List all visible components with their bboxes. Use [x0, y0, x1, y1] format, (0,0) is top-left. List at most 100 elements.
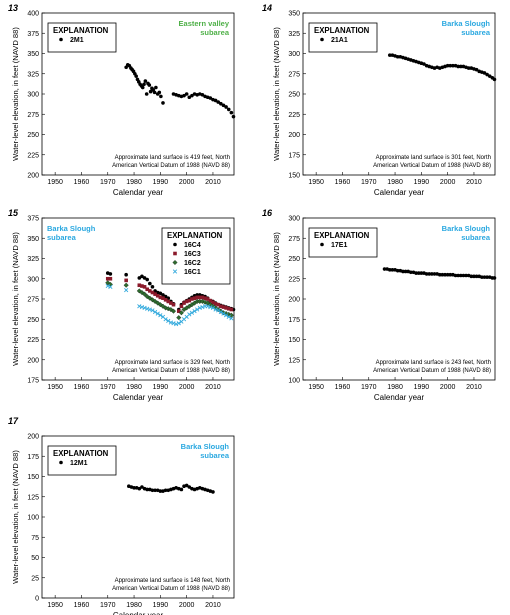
data-point: [145, 487, 150, 492]
y-tick-label: 150: [288, 337, 300, 344]
y-axis-label: Water-level elevation, in feet (NAVD 88): [272, 27, 281, 161]
legend-label: 16C4: [184, 242, 201, 249]
legend-marker: [59, 37, 63, 42]
panel-number: 13: [8, 3, 18, 13]
data-point: [137, 486, 142, 491]
data-point: [224, 306, 228, 310]
data-point: [136, 288, 142, 294]
data-point: [492, 77, 497, 82]
y-tick-label: 200: [27, 434, 39, 441]
data-point: [144, 294, 150, 300]
data-point: [419, 271, 424, 275]
y-tick-label: 400: [27, 11, 39, 18]
y-tick-label: 300: [288, 216, 300, 223]
data-point: [187, 485, 192, 489]
data-point: [445, 63, 450, 68]
y-tick-label: 275: [288, 236, 300, 243]
land-surface-note: American Vertical Datum of 1988 (NAVD 88…: [112, 586, 230, 592]
subarea-label: Barka Slough: [442, 224, 491, 233]
explanation-box: [161, 227, 231, 285]
data-point: [137, 276, 142, 280]
y-tick-label: 325: [27, 71, 39, 78]
legend-marker: [320, 242, 324, 247]
y-tick-label: 350: [27, 236, 39, 243]
subarea-label: Eastern valley: [179, 19, 230, 28]
data-point: [216, 302, 221, 307]
subarea-label: subarea: [461, 28, 491, 37]
x-tick-label: 2000: [179, 179, 195, 186]
x-tick-label: 1980: [387, 384, 403, 391]
data-point: [414, 271, 418, 275]
explanation-title: EXPLANATION: [167, 231, 223, 240]
data-point: [395, 268, 400, 273]
data-point: [226, 107, 231, 112]
x-axis-label: Calendar year: [374, 188, 425, 197]
data-point: [134, 74, 138, 78]
subarea-label: subarea: [200, 451, 230, 460]
y-tick-label: 350: [288, 11, 300, 18]
data-point: [145, 277, 150, 282]
data-point: [195, 295, 199, 300]
y-tick-label: 75: [31, 535, 39, 542]
data-point: [169, 301, 173, 305]
y-tick-label: 225: [27, 337, 39, 344]
x-tick-label: 2000: [440, 384, 456, 391]
data-point: [105, 280, 111, 286]
data-point: [176, 321, 181, 326]
data-point: [480, 275, 484, 279]
data-point: [176, 309, 181, 313]
data-point: [148, 289, 152, 293]
data-point: [150, 488, 155, 493]
data-point: [123, 282, 129, 288]
data-point: [472, 274, 476, 279]
data-point: [216, 308, 221, 313]
x-tick-label: 1950: [47, 179, 63, 186]
y-tick-label: 375: [27, 216, 39, 223]
y-tick-label: 200: [288, 297, 300, 304]
data-point: [142, 82, 146, 87]
data-point: [223, 313, 229, 318]
data-point: [228, 312, 234, 318]
land-surface-note: American Vertical Datum of 1988 (NAVD 88…: [112, 368, 230, 374]
y-tick-label: 125: [288, 357, 300, 364]
data-point: [229, 316, 234, 321]
data-point: [416, 271, 421, 275]
data-point: [140, 274, 144, 279]
data-point: [459, 64, 463, 69]
panel-15: 15 175 200 225 250 275 300 325 350 375 1950 1960 197…: [8, 208, 236, 402]
data-point: [192, 309, 197, 314]
data-point: [382, 267, 387, 271]
data-point: [474, 274, 479, 279]
data-point: [409, 270, 413, 275]
data-point: [216, 100, 221, 104]
x-tick-label: 1970: [361, 384, 377, 391]
data-point: [448, 272, 453, 277]
legend-marker: [173, 242, 177, 247]
data-point: [229, 110, 234, 115]
panel-number: 15: [8, 208, 19, 218]
data-point: [485, 72, 489, 77]
panel-13: 13 200 225 250 275 300 325 350 375 400 1950 1960 197…: [8, 3, 236, 197]
data-point: [155, 311, 160, 316]
data-point: [155, 293, 160, 298]
data-point: [178, 310, 184, 316]
y-tick-label: 325: [288, 31, 300, 38]
x-axis-label: Calendar year: [113, 393, 164, 402]
x-tick-label: 1960: [74, 602, 90, 609]
panel-16: 16 100 125 150 175 200 225 250 275 300 1950 1960 197…: [262, 208, 497, 402]
y-tick-label: 350: [27, 51, 39, 58]
data-point: [437, 272, 442, 277]
data-point: [179, 304, 184, 309]
y-tick-label: 50: [31, 555, 39, 562]
legend-label: 16C2: [184, 260, 201, 267]
y-tick-label: 250: [288, 256, 300, 263]
data-point: [143, 79, 148, 83]
panel-14: 14 150 175 200 225 250 275 300 325 350 1950 1960 197…: [262, 3, 497, 197]
data-point: [152, 298, 158, 304]
data-point: [148, 89, 153, 94]
x-axis-label: Calendar year: [374, 393, 425, 402]
data-point: [213, 98, 218, 103]
x-tick-label: 2010: [205, 179, 221, 186]
data-point: [182, 93, 186, 98]
